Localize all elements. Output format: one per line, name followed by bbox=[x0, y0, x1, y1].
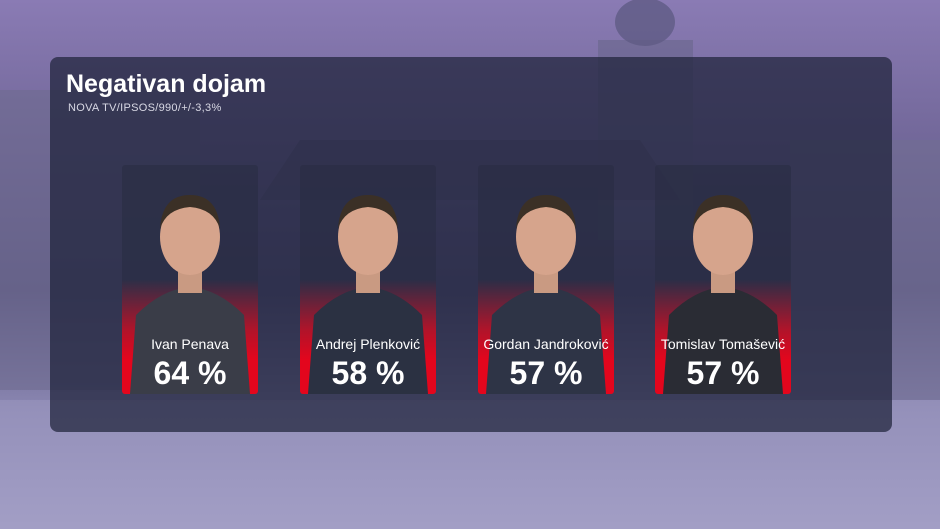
candidate-value: 57 % bbox=[686, 355, 760, 391]
portrait bbox=[486, 195, 606, 394]
title: Negativan dojam bbox=[66, 70, 267, 98]
portrait bbox=[130, 195, 250, 394]
candidate-card: Ivan Penava 64 % bbox=[122, 165, 258, 394]
candidate-value: 64 % bbox=[153, 355, 227, 391]
panel: Negativan dojam NOVA TV/IPSOS/990/+/-3,3… bbox=[50, 57, 892, 432]
candidate-name: Ivan Penava bbox=[151, 336, 229, 352]
candidate-card: Tomislav Tomašević 57 % bbox=[655, 165, 791, 394]
portrait bbox=[308, 195, 428, 394]
candidate-name: Andrej Plenković bbox=[315, 336, 421, 352]
portrait bbox=[663, 195, 783, 394]
subtitle: NOVA TV/IPSOS/990/+/-3,3% bbox=[68, 102, 222, 114]
candidate-card: Gordan Jandroković 57 % bbox=[478, 165, 614, 394]
candidate-name: Gordan Jandroković bbox=[483, 336, 609, 352]
candidate-value: 58 % bbox=[331, 355, 405, 391]
candidate-name: Tomislav Tomašević bbox=[660, 336, 786, 352]
candidate-card: Andrej Plenković 58 % bbox=[300, 165, 436, 394]
candidate-value: 57 % bbox=[509, 355, 583, 391]
